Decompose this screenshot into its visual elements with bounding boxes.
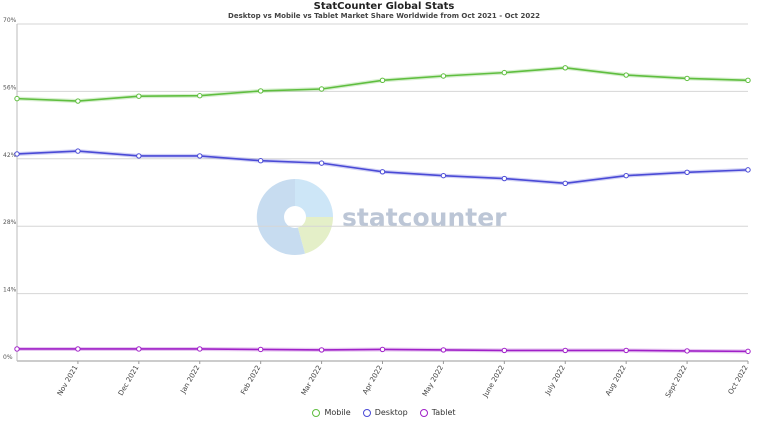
- x-tick-label: May 2022: [421, 364, 445, 398]
- data-point-mobile: [745, 77, 751, 84]
- data-point-mobile: [623, 72, 629, 78]
- data-point-mobile: [684, 75, 690, 82]
- legend-label: Mobile: [324, 408, 351, 417]
- x-tick-label: June 2022: [481, 364, 506, 399]
- x-tick-label: Aug 2022: [604, 364, 628, 397]
- x-tick-label: Jan 2022: [179, 364, 202, 396]
- y-tick-label: 14%: [3, 287, 17, 294]
- data-point-mobile: [501, 69, 508, 76]
- data-point-desktop: [501, 175, 508, 182]
- legend-item-desktop[interactable]: Desktop: [362, 408, 408, 417]
- x-tick-label: Mar 2022: [300, 364, 324, 397]
- data-point-mobile: [257, 88, 264, 94]
- data-point-desktop: [623, 172, 629, 179]
- legend-item-tablet[interactable]: Tablet: [419, 408, 456, 417]
- x-tick-label: Dec 2021: [117, 364, 141, 397]
- data-point-tablet: [501, 347, 508, 354]
- data-point-desktop: [684, 169, 690, 175]
- x-tick-label: Feb 2022: [239, 364, 262, 396]
- legend-item-mobile[interactable]: Mobile: [312, 408, 351, 417]
- x-tick-label: July 2022: [543, 364, 567, 397]
- data-point-mobile: [136, 93, 142, 99]
- data-point-desktop: [440, 172, 447, 179]
- data-point-mobile: [75, 98, 81, 104]
- series-shadow-desktop: [16, 149, 749, 186]
- x-tick-label: Sept 2022: [664, 364, 689, 399]
- data-point-tablet: [684, 348, 690, 354]
- data-point-desktop: [136, 153, 142, 159]
- chart-subtitle: Desktop vs Mobile vs Tablet Market Share…: [228, 12, 540, 20]
- data-point-desktop: [379, 169, 386, 175]
- statcounter-watermark: statcounter: [256, 178, 507, 255]
- x-tick-label: Oct 2022: [727, 364, 750, 396]
- y-tick-label: 0%: [3, 354, 13, 361]
- y-tick-label: 56%: [3, 84, 17, 91]
- legend-label: Tablet: [431, 408, 456, 417]
- y-tick-label: 70%: [3, 17, 17, 24]
- data-point-desktop: [75, 148, 81, 154]
- watermark-text: statcounter: [342, 203, 507, 232]
- data-point-desktop: [257, 158, 264, 164]
- data-point-tablet: [75, 346, 81, 352]
- data-point-desktop: [745, 167, 751, 173]
- legend-marker-icon: [312, 408, 321, 417]
- y-tick-label: 28%: [3, 219, 17, 226]
- legend-label: Desktop: [374, 408, 408, 417]
- data-point-tablet: [197, 346, 203, 352]
- data-point-mobile: [562, 65, 568, 71]
- data-point-tablet: [318, 347, 325, 353]
- legend-marker-icon: [362, 408, 371, 417]
- x-tick-label: Apr 2022: [361, 364, 384, 396]
- data-point-desktop: [14, 151, 20, 157]
- data-point-tablet: [14, 346, 20, 352]
- data-point-mobile: [318, 86, 325, 92]
- chart-legend: Mobile Desktop Tablet: [0, 408, 768, 419]
- data-point-tablet: [136, 346, 142, 352]
- data-point-mobile: [197, 93, 203, 99]
- x-tick-label: Nov 2021: [56, 364, 80, 397]
- data-point-desktop: [318, 160, 325, 166]
- data-point-mobile: [379, 77, 386, 84]
- chart-title: StatCounter Global Stats: [313, 1, 455, 12]
- data-point-mobile: [14, 95, 20, 102]
- legend-marker-icon: [419, 408, 428, 417]
- data-point-tablet: [379, 346, 386, 353]
- data-point-tablet: [745, 348, 751, 355]
- data-point-mobile: [440, 73, 447, 79]
- y-tick-label: 42%: [3, 152, 17, 159]
- data-point-tablet: [257, 346, 264, 353]
- data-point-tablet: [562, 347, 568, 354]
- data-point-tablet: [623, 347, 629, 354]
- data-point-desktop: [197, 153, 203, 159]
- data-point-tablet: [440, 347, 447, 353]
- series-shadow-mobile: [16, 65, 749, 104]
- data-point-desktop: [562, 180, 568, 187]
- statcounter-logo-icon: [256, 178, 333, 255]
